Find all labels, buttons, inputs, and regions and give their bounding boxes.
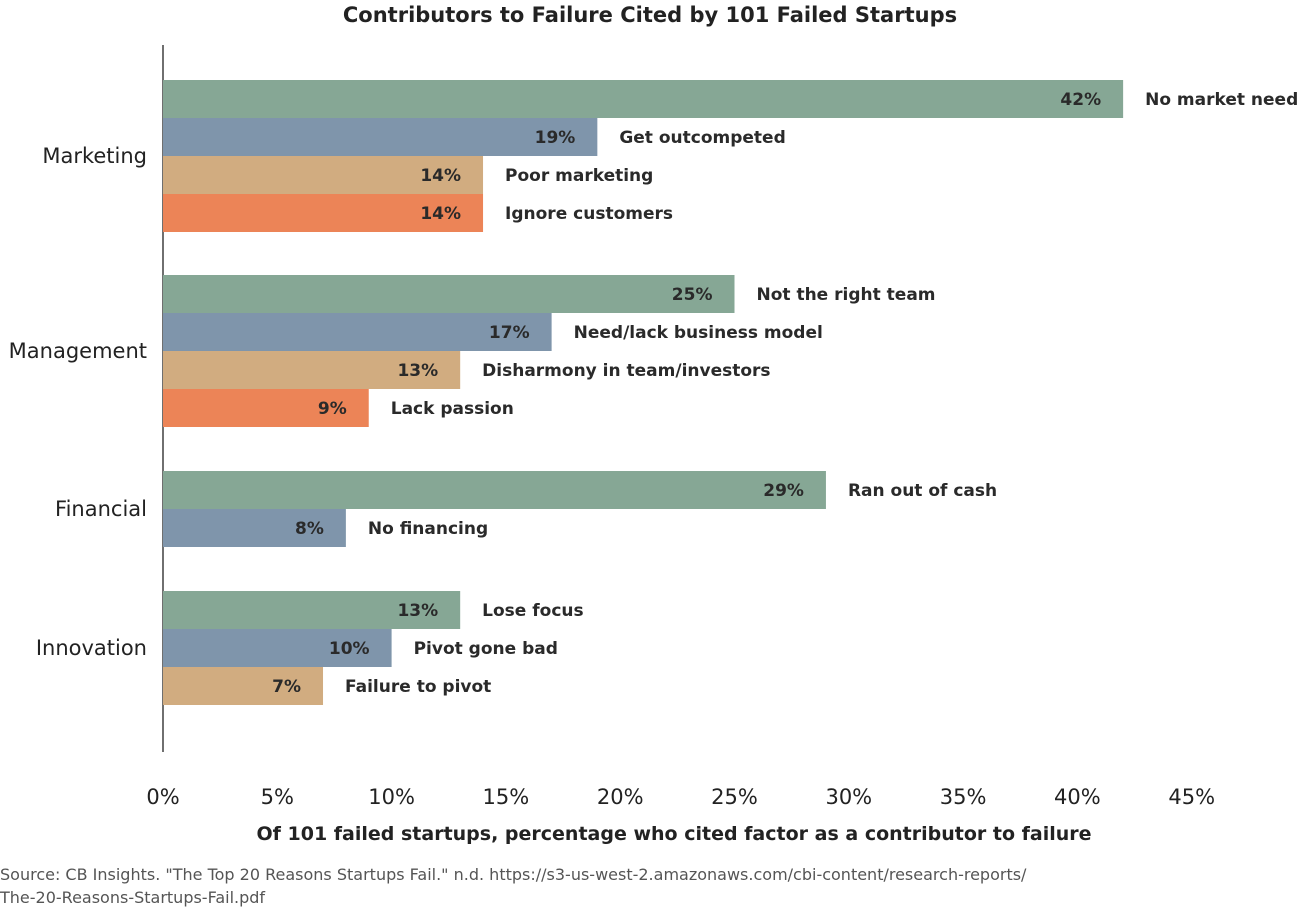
bar-value-label: 25% <box>672 285 713 305</box>
x-tick-label: 0% <box>146 785 179 809</box>
bar-category-label: No market need <box>1145 90 1298 110</box>
source-line-1: Source: CB Insights. "The Top 20 Reasons… <box>0 865 1027 884</box>
bar-category-label: Get outcompeted <box>619 128 785 148</box>
bar <box>163 629 392 667</box>
x-tick-label: 45% <box>1168 785 1215 809</box>
bar <box>163 471 826 509</box>
bar <box>163 80 1124 118</box>
bar-category-label: Pivot gone bad <box>414 639 558 659</box>
bar <box>163 667 324 705</box>
bar <box>163 509 346 547</box>
bar-value-label: 14% <box>420 166 461 186</box>
bar <box>163 313 552 351</box>
x-tick-label: 25% <box>711 785 758 809</box>
x-tick-label: 5% <box>261 785 294 809</box>
bar-value-label: 17% <box>489 323 530 343</box>
bar-value-label: 13% <box>397 361 438 381</box>
x-tick-label: 30% <box>825 785 872 809</box>
category-label: Marketing <box>42 144 147 168</box>
bar <box>163 118 598 156</box>
bar-category-label: Disharmony in team/investors <box>482 361 770 381</box>
bar-value-label: 9% <box>318 399 347 419</box>
category-label: Financial <box>55 497 147 521</box>
bar-category-label: Lack passion <box>391 399 514 419</box>
x-tick-label: 20% <box>597 785 644 809</box>
bar-category-label: Not the right team <box>757 285 936 305</box>
bar <box>163 194 484 232</box>
x-tick-label: 40% <box>1054 785 1101 809</box>
chart-title: Contributors to Failure Cited by 101 Fai… <box>343 3 957 27</box>
bar-value-label: 13% <box>397 601 438 621</box>
bar-category-label: Need/lack business model <box>574 323 823 343</box>
bar-category-label: Failure to pivot <box>345 677 491 697</box>
bar-value-label: 7% <box>272 677 301 697</box>
category-label: Management <box>9 339 147 363</box>
category-label: Innovation <box>36 636 147 660</box>
source-line-2: The-20-Reasons-Startups-Fail.pdf <box>0 888 265 907</box>
bar <box>163 389 369 427</box>
x-tick-label: 35% <box>940 785 987 809</box>
bar-category-label: Ran out of cash <box>848 481 997 501</box>
bar <box>163 156 484 194</box>
bar-value-label: 10% <box>329 639 370 659</box>
bar-category-label: No financing <box>368 519 488 539</box>
bar <box>163 351 461 389</box>
x-tick-label: 10% <box>368 785 415 809</box>
bar <box>163 591 461 629</box>
bar-category-label: Lose focus <box>482 601 583 621</box>
bar-value-label: 14% <box>420 204 461 224</box>
bar-value-label: 29% <box>763 481 804 501</box>
bar-value-label: 8% <box>295 519 324 539</box>
bar-value-label: 19% <box>535 128 576 148</box>
bar-category-label: Ignore customers <box>505 204 673 224</box>
bar <box>163 275 735 313</box>
x-axis-label: Of 101 failed startups, percentage who c… <box>256 823 1091 845</box>
bar-value-label: 42% <box>1060 90 1101 110</box>
bar-category-label: Poor marketing <box>505 166 653 186</box>
x-tick-label: 15% <box>483 785 530 809</box>
